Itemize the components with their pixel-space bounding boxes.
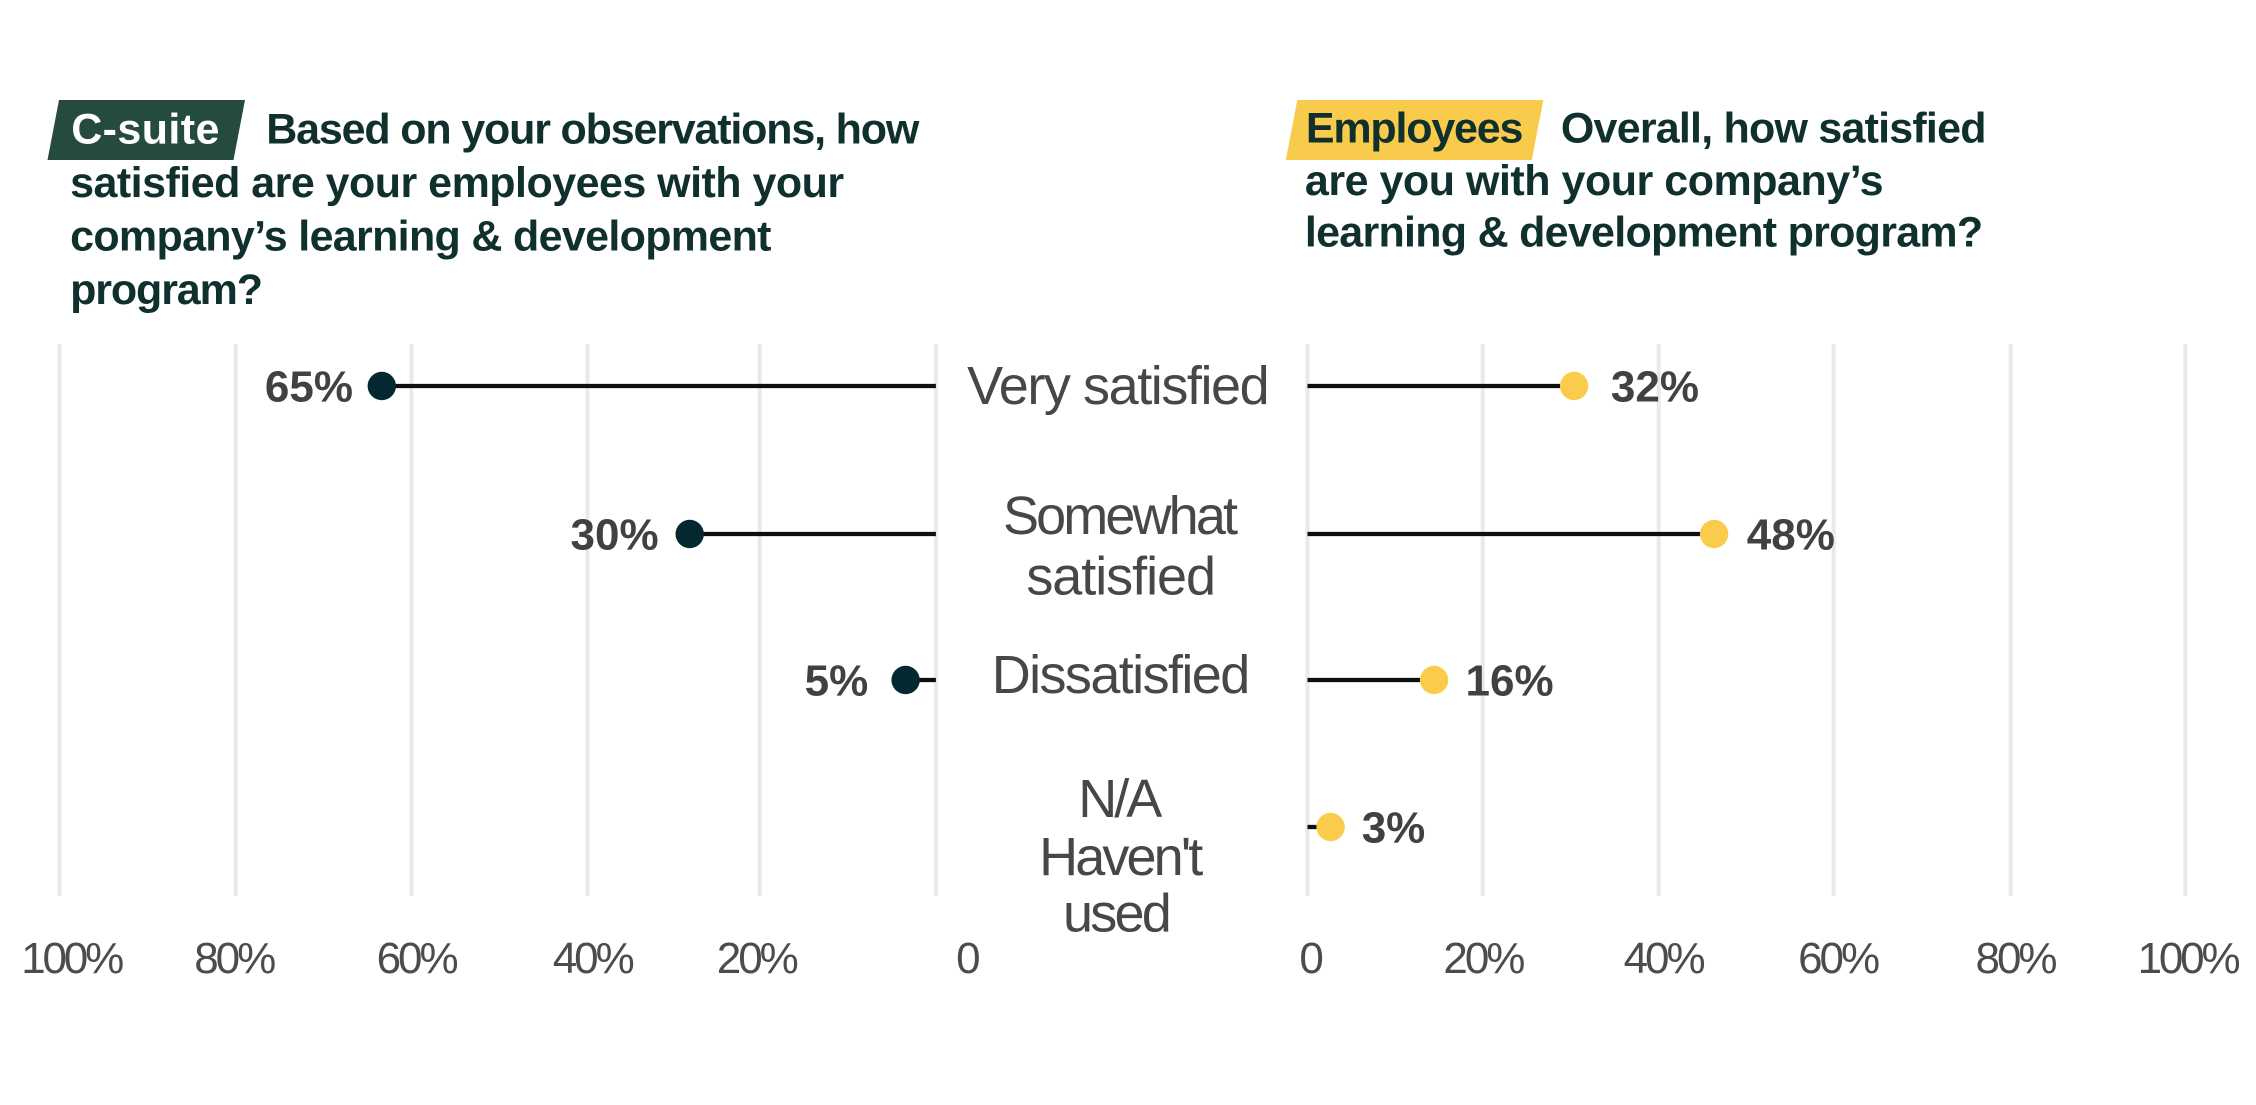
svg-text:60%: 60% [377,934,459,983]
svg-text:learning & development program: learning & development program? [1305,209,1983,257]
svg-text:20%: 20% [1443,934,1525,983]
svg-text:program?: program? [70,266,263,314]
svg-text:100%: 100% [21,934,124,983]
svg-text:16%: 16% [1466,657,1554,706]
svg-text:C-suite: C-suite [71,106,219,154]
svg-text:5%: 5% [805,657,869,706]
svg-text:30%: 30% [571,511,659,560]
svg-text:32%: 32% [1611,363,1699,412]
svg-text:Overall, how satisfied: Overall, how satisfied [1561,104,1987,152]
svg-text:used: used [1063,883,1172,943]
svg-text:Haven't: Haven't [1039,827,1203,887]
svg-text:48%: 48% [1747,511,1835,560]
svg-text:60%: 60% [1798,934,1880,983]
svg-text:satisfied: satisfied [1026,546,1216,606]
svg-text:0: 0 [1299,934,1323,983]
svg-text:80%: 80% [194,934,276,983]
svg-text:100%: 100% [2138,934,2241,983]
svg-text:65%: 65% [265,363,353,412]
svg-text:20%: 20% [717,934,799,983]
svg-text:Somewhat: Somewhat [1003,486,1238,546]
svg-text:Dissatisfied: Dissatisfied [992,645,1251,705]
svg-text:40%: 40% [1624,934,1706,983]
svg-text:0: 0 [956,934,980,983]
svg-text:Employees: Employees [1306,104,1524,152]
svg-text:are you with your company’s: are you with your company’s [1305,157,1884,205]
svg-text:company’s learning & developme: company’s learning & development [70,213,771,261]
svg-text:3%: 3% [1362,804,1426,853]
svg-text:satisfied are your employees w: satisfied are your employees with your [70,159,844,207]
svg-text:Based on your observations, ho: Based on your observations, how [266,106,920,154]
svg-text:80%: 80% [1976,934,2058,983]
svg-text:N/A: N/A [1078,769,1162,829]
svg-text:Very satisfied: Very satisfied [967,356,1270,416]
svg-text:40%: 40% [553,934,635,983]
